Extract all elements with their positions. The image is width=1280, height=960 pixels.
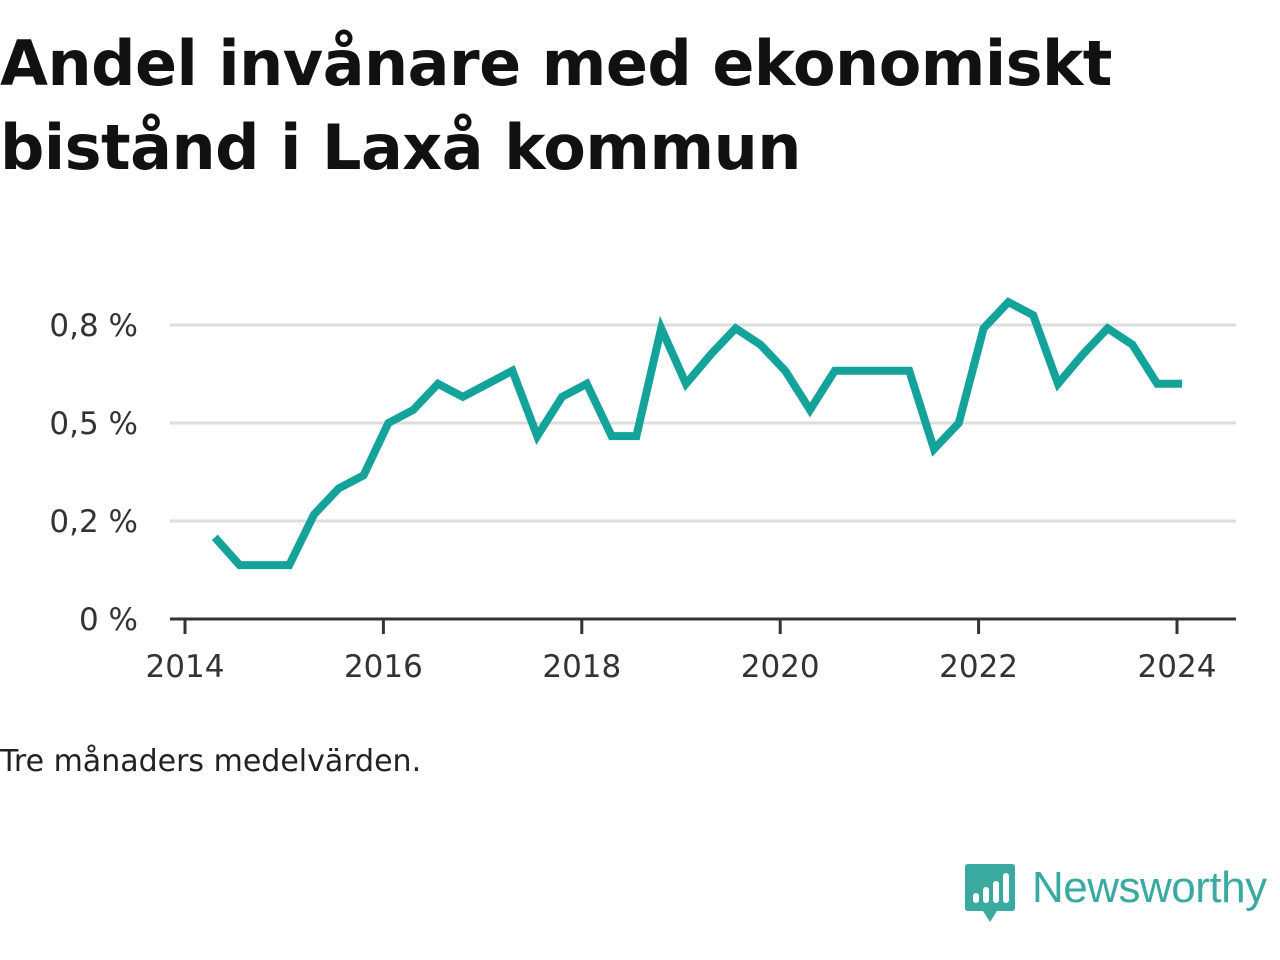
y-axis-labels: 0 % 0,2 % 0,5 % 0,8 %	[49, 308, 138, 638]
chart-note: Tre månaders medelvärden.	[0, 744, 422, 779]
line-chart: 0 %0,2 %0,5 %0,8 % 2014 2016 2018 2020 2022 2…	[49, 297, 1236, 685]
newsworthy-logo-text: Newsworthy	[1032, 863, 1267, 912]
x-tick-label-2020: 2020	[741, 649, 820, 685]
x-tick-label-2022: 2022	[939, 649, 1018, 685]
y-tick-label-0: 0 %	[79, 602, 138, 638]
chart-title-line-2: bistånd i Laxå kommun	[0, 111, 801, 184]
chart-title: Andel invånare med ekonomiskt bistånd i …	[0, 22, 1200, 190]
x-tick-label-2016: 2016	[344, 649, 423, 685]
x-tick-label-2014: 2014	[146, 649, 225, 685]
grid-lines	[170, 323, 1236, 523]
series-line-0	[211, 297, 1182, 570]
x-tick-label-2024: 2024	[1138, 649, 1217, 685]
y-tick-label-2: 0,5 %	[49, 406, 138, 442]
chart-title-line-1: Andel invånare med ekonomiskt	[0, 27, 1112, 100]
y-tick-label-3: 0,8 %	[49, 308, 138, 344]
x-tick-label-2018: 2018	[542, 649, 621, 685]
newsworthy-logo[interactable]: Newsworthy	[964, 862, 1267, 926]
x-axis: 2014 2016 2018 2020 2022 2024	[146, 617, 1236, 685]
y-tick-label-1: 0,2 %	[49, 504, 138, 540]
newsworthy-logo-icon	[965, 864, 1015, 922]
series-layer	[211, 297, 1182, 570]
